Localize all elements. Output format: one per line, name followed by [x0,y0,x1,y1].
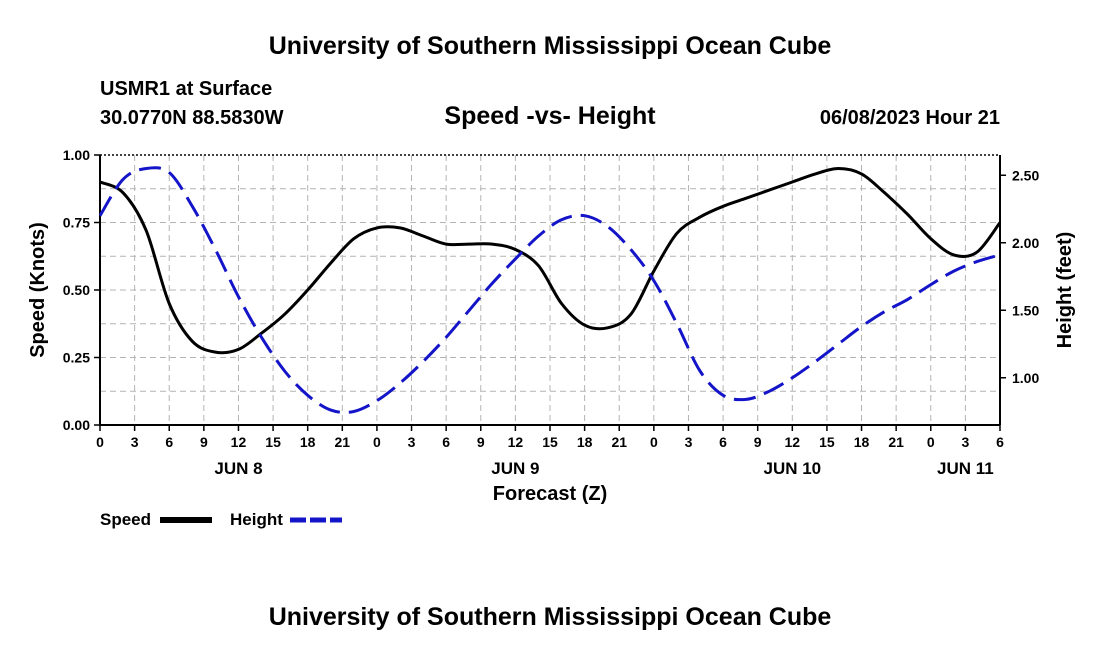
x-tick-label: 0 [373,434,381,450]
x-tick-label: 15 [819,434,835,450]
x-tick-label: 9 [477,434,485,450]
y2-tick-label: 1.50 [1012,302,1039,318]
series-line-speed [99,167,1002,355]
y-tick-label: 0.00 [63,417,90,433]
y-axis-label: Speed (Knots) [27,222,49,358]
station-label: USMR1 at Surface [100,78,272,100]
legend-speed-label: Speed [100,510,151,529]
x-tick-label: 3 [961,434,969,450]
day-label: JUN 9 [491,459,539,478]
y-tick-label: 0.25 [63,350,90,366]
x-tick-label: 0 [96,434,104,450]
day-label: JUN 8 [214,459,262,478]
x-tick-label: 18 [854,434,870,450]
x-tick-label: 9 [754,434,762,450]
legend-height-label: Height [230,510,283,529]
x-tick-label: 3 [131,434,139,450]
x-tick-label: 18 [577,434,593,450]
x-tick-label: 15 [542,434,558,450]
x-tick-label: 21 [888,434,904,450]
x-tick-label: 6 [996,434,1004,450]
x-tick-label: 6 [165,434,173,450]
x-tick-label: 21 [335,434,351,450]
y-tick-label: 0.50 [63,282,90,298]
x-tick-label: 6 [442,434,450,450]
y2-tick-label: 2.50 [1012,167,1039,183]
series-line-height [98,166,1001,414]
plot-area: 0 3 6 9 12 15 18 21 0 3 6 9 12 15 18 21 0 3 6 9 12 15 18 21 0 3 6 0… [63,147,1040,478]
x-tick-label: 21 [611,434,627,450]
chart-title: Speed -vs- Height [444,102,656,130]
x-tick-label: 6 [719,434,727,450]
datetime-label: 06/08/2023 Hour 21 [820,107,1000,129]
day-label: JUN 11 [937,459,994,478]
footer-title: University of Southern Mississippi Ocean… [269,603,832,631]
x-tick-label: 3 [408,434,416,450]
x-tick-label: 12 [785,434,801,450]
y2-tick-label: 2.00 [1012,235,1039,251]
x-tick-label: 15 [265,434,281,450]
x-tick-label: 18 [300,434,316,450]
day-label: JUN 10 [763,459,821,478]
y-tick-label: 0.75 [63,215,90,231]
y2-axis-label: Height (feet) [1054,232,1076,349]
x-tick-label: 0 [927,434,935,450]
y2-tick-label: 1.00 [1012,370,1039,386]
x-tick-label: 9 [200,434,208,450]
main-title: University of Southern Mississippi Ocean… [269,32,832,60]
x-tick-label: 3 [685,434,693,450]
x-tick-label: 12 [231,434,247,450]
coordinates-label: 30.0770N 88.5830W [100,107,284,129]
x-tick-label: 12 [508,434,524,450]
x-axis-label: Forecast (Z) [493,483,607,505]
y-tick-label: 1.00 [63,147,90,163]
x-tick-label: 0 [650,434,658,450]
